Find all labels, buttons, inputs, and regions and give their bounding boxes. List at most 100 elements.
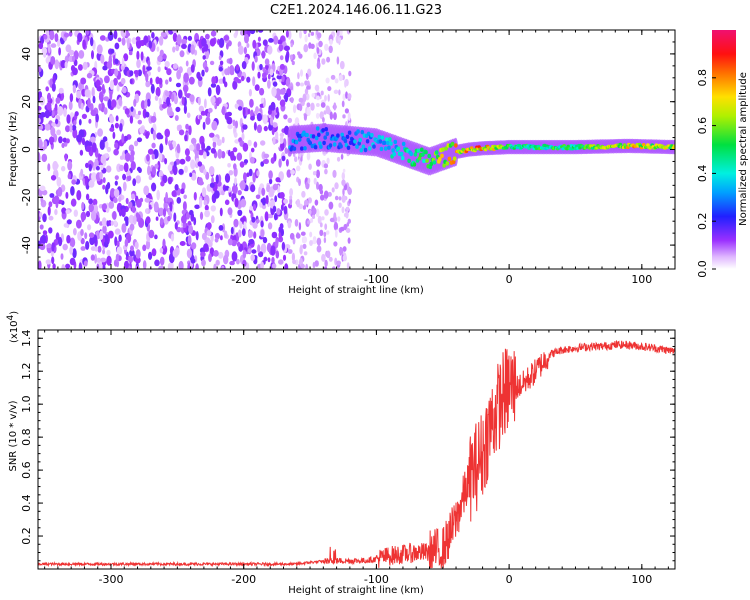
y-tick-label: 0.4 (20, 494, 33, 512)
noise-blob (159, 49, 164, 57)
scatter-blob (341, 194, 346, 203)
scatter-blob (332, 266, 336, 269)
noise-blob (238, 229, 242, 238)
noise-blob (210, 215, 215, 224)
noise-blob (113, 148, 119, 156)
snr-x-axis-label: Height of straight line (km) (288, 585, 424, 596)
noise-blob (241, 228, 246, 237)
scatter-blob (304, 199, 309, 206)
noise-blob (281, 155, 286, 162)
noise-blob (261, 187, 266, 196)
scatter-blob (298, 103, 303, 112)
scatter-blob (315, 208, 320, 218)
noise-blob (94, 158, 99, 167)
scatter-blob (320, 194, 325, 201)
noise-blob (110, 188, 116, 198)
scatter-blob (303, 251, 308, 256)
scatter-blob (306, 73, 309, 80)
noise-blob (39, 243, 46, 251)
scatter-blob (310, 102, 315, 111)
noise-blob (275, 177, 281, 183)
noise-blob (196, 143, 201, 152)
noise-blob (109, 79, 114, 91)
noise-blob (262, 159, 269, 164)
scatter-blob (296, 198, 301, 208)
noise-blob (154, 234, 158, 240)
noise-blob (181, 96, 185, 105)
noise-blob (89, 103, 94, 112)
noise-blob (109, 91, 113, 101)
noise-blob (209, 182, 215, 188)
scatter-blob (341, 179, 346, 186)
noise-blob (209, 38, 216, 47)
noise-blob (73, 209, 79, 217)
noise-blob (198, 180, 204, 186)
noise-blob (160, 31, 167, 38)
noise-blob (85, 30, 90, 36)
noise-blob (140, 51, 144, 61)
noise-blob (285, 53, 289, 63)
scatter-blob (323, 190, 329, 199)
noise-blob (212, 136, 219, 143)
ridge-point (353, 139, 357, 144)
noise-blob (124, 108, 130, 115)
noise-blob (148, 40, 153, 49)
noise-blob (74, 111, 79, 117)
scatter-blob (308, 163, 312, 170)
noise-blob (70, 198, 77, 207)
noise-blob (46, 102, 52, 110)
scatter-blob (333, 89, 339, 95)
noise-blob (212, 141, 217, 149)
scatter-blob (323, 237, 327, 244)
noise-blob (91, 142, 97, 153)
noise-blob (61, 264, 66, 269)
scatter-blob (343, 223, 348, 231)
noise-blob (189, 144, 195, 151)
noise-blob (124, 238, 129, 247)
noise-blob (165, 135, 168, 146)
noise-blob (284, 92, 289, 103)
noise-blob (276, 74, 283, 80)
noise-blob (257, 71, 261, 79)
noise-blob (201, 187, 207, 198)
noise-blob (262, 72, 267, 79)
noise-blob (258, 251, 264, 258)
noise-blob (227, 163, 232, 168)
ridge-point (363, 147, 368, 153)
noise-blob (206, 145, 211, 151)
noise-blob (268, 178, 273, 185)
ridge-point (366, 131, 371, 136)
noise-blob (181, 38, 188, 45)
scatter-blob (310, 31, 315, 36)
ridge-point (386, 140, 390, 146)
ridge-point (305, 132, 309, 138)
noise-blob (100, 257, 107, 263)
noise-blob (207, 112, 211, 119)
y-tick-label: 1.0 (20, 395, 33, 413)
scatter-blob (344, 79, 347, 88)
noise-blob (287, 220, 292, 229)
ridge-point (434, 150, 439, 155)
noise-blob (249, 98, 254, 108)
noise-blob (246, 172, 250, 178)
noise-blob (145, 239, 151, 250)
colorbar-tick-label: 0.8 (696, 69, 709, 87)
noise-blob (207, 107, 213, 113)
ridge-point (382, 140, 387, 145)
noise-blob (185, 123, 190, 130)
noise-blob (96, 263, 100, 269)
noise-blob (274, 213, 278, 221)
scatter-blob (316, 103, 320, 107)
ridge-point (365, 139, 370, 144)
noise-blob (50, 56, 56, 65)
noise-blob (87, 97, 91, 108)
noise-blob (262, 39, 268, 46)
noise-blob (90, 37, 94, 47)
noise-blob (73, 228, 77, 236)
noise-blob (266, 242, 272, 253)
noise-blob (253, 121, 257, 131)
noise-blob (275, 88, 281, 97)
noise-blob (236, 152, 243, 161)
ridge-point (451, 159, 456, 165)
scatter-blob (290, 97, 294, 103)
